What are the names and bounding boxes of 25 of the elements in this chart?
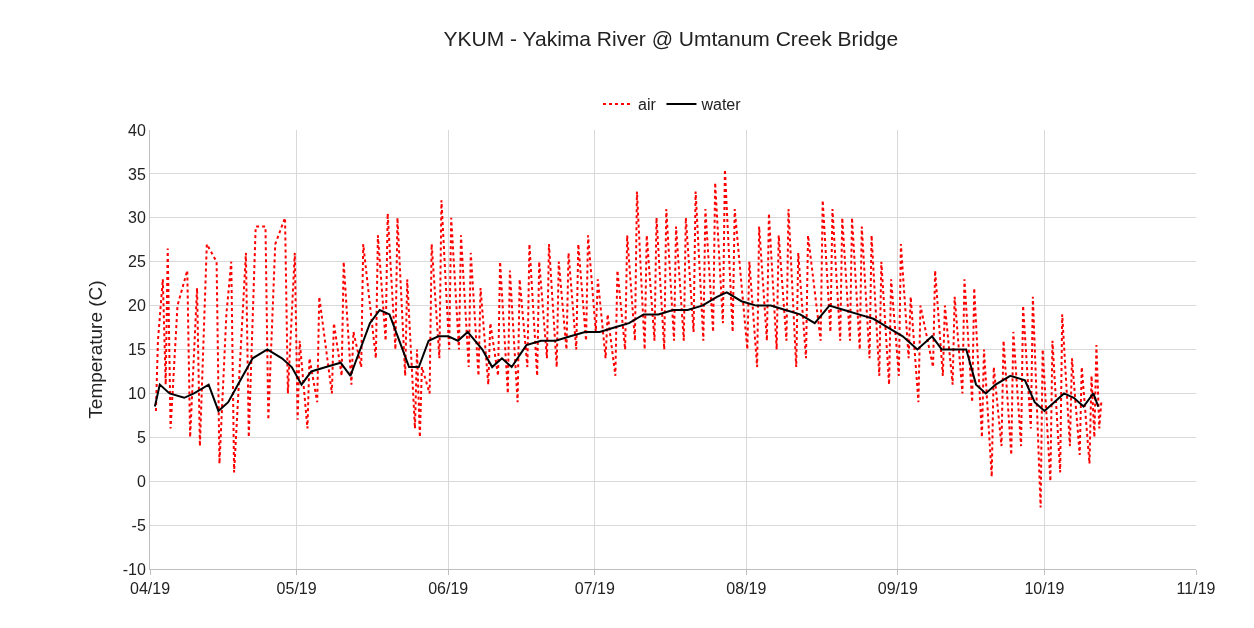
y-tick-label: 10 bbox=[128, 385, 146, 402]
x-tick-label: 06/19 bbox=[428, 580, 469, 598]
chart-title: YKUM - Yakima River @ Umtanum Creek Bridge bbox=[443, 27, 899, 51]
y-tick-label: 25 bbox=[128, 253, 146, 271]
y-tick-label: 5 bbox=[136, 428, 146, 446]
y-tick-label: -5 bbox=[131, 516, 146, 534]
y-tick-label: 35 bbox=[128, 165, 146, 183]
x-tick-label: 04/19 bbox=[129, 580, 171, 598]
legend-label: water bbox=[700, 96, 742, 114]
line-series bbox=[153, 291, 1100, 412]
line-series bbox=[154, 168, 1103, 509]
y-tick-label: 20 bbox=[128, 297, 146, 315]
legend-label: air bbox=[638, 96, 657, 114]
x-tick-label: 07/19 bbox=[574, 580, 615, 598]
y-axis-title: Temperature (C) bbox=[84, 280, 106, 419]
x-tick-label: 09/19 bbox=[877, 580, 918, 598]
y-tick-label: 15 bbox=[128, 341, 146, 359]
y-tick-label: 0 bbox=[136, 472, 146, 490]
x-tick-label: 11/19 bbox=[1176, 580, 1216, 598]
x-tick-label: 05/19 bbox=[276, 580, 317, 598]
x-tick-label: 10/19 bbox=[1024, 580, 1065, 598]
x-tick-label: 08/19 bbox=[726, 580, 767, 598]
y-tick-label: 30 bbox=[128, 209, 146, 227]
y-tick-label: -10 bbox=[122, 560, 146, 578]
y-tick-label: 40 bbox=[128, 121, 146, 139]
